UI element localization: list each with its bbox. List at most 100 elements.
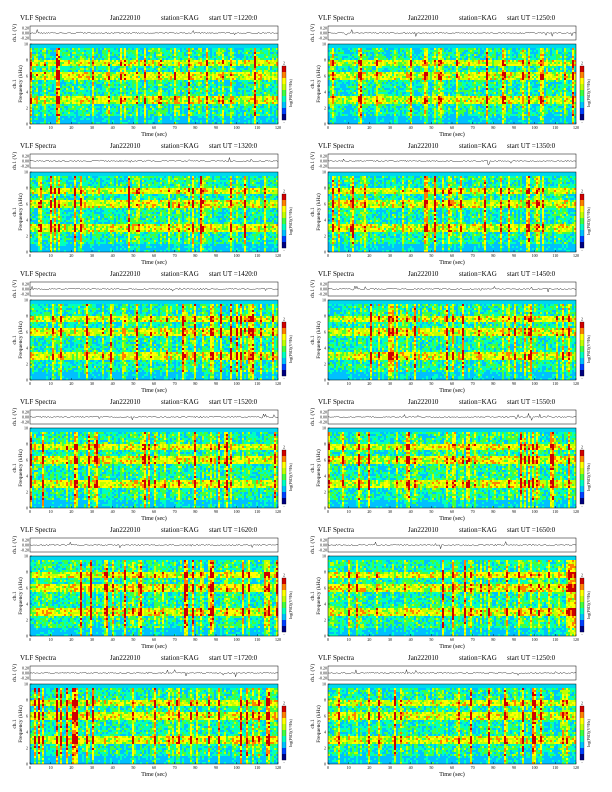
spectrogram-cell: [196, 110, 199, 113]
spectrogram-cell: [158, 60, 161, 63]
spectrogram-cell: [354, 48, 357, 51]
spectrogram-cell: [198, 74, 201, 77]
spectrogram-channel-label: ch.1: [12, 79, 18, 89]
spectrogram-cell: [182, 122, 185, 125]
spectrogram-cell: [168, 60, 171, 63]
spectrogram-cell: [122, 108, 125, 111]
spectrogram-cell: [270, 76, 273, 79]
spectrogram-cell: [156, 50, 159, 53]
spectrogram-cell: [216, 108, 219, 111]
spectrogram-cell: [154, 122, 157, 125]
spectrogram-cell: [36, 108, 39, 111]
spectrogram-cell: [48, 92, 51, 95]
spectrogram-cell: [144, 88, 147, 91]
colorbar-segment: [282, 84, 286, 91]
spectrogram-cell: [82, 76, 85, 79]
spectrogram-cell: [270, 100, 273, 103]
spectrogram-cell: [172, 70, 175, 73]
spectrogram-cell: [114, 116, 117, 119]
spectrogram-cell: [36, 96, 39, 99]
spectrogram-cell: [114, 66, 117, 69]
spectrogram-cell: [216, 84, 219, 87]
spectrogram-cell: [96, 116, 99, 119]
spectrogram-cell: [96, 78, 99, 81]
spectrogram-cell: [128, 116, 131, 119]
spectrogram-cell: [86, 120, 89, 123]
spectrogram-cell: [186, 58, 189, 61]
spectrogram-cell: [258, 88, 261, 91]
spectrogram-cell: [80, 50, 83, 53]
spectrogram-cell: [238, 120, 241, 123]
spectrogram-cell: [146, 98, 149, 101]
spectrogram-cell: [264, 102, 267, 105]
spectrogram-cell: [232, 92, 235, 95]
spectrogram-cell: [178, 66, 181, 69]
spectrogram-cell: [106, 82, 109, 85]
spectrogram-cell: [212, 78, 215, 81]
spectrogram-cell: [98, 80, 101, 83]
spectrogram-cell: [240, 92, 243, 95]
spectrogram-cell: [122, 56, 125, 59]
spectrogram-cell: [184, 50, 187, 53]
spectrogram-cell: [212, 96, 215, 99]
spectrogram-cell: [36, 58, 39, 61]
spectrogram-cell: [276, 92, 279, 95]
spectrogram-cell: [198, 62, 201, 65]
spectrogram-cell: [364, 50, 367, 53]
spectrogram-cell: [34, 106, 37, 109]
spectrogram-cell: [224, 48, 227, 51]
spectrogram-cell: [208, 90, 211, 93]
spectrogram-cell: [204, 50, 207, 53]
spectrogram-cell: [56, 60, 59, 63]
spectrogram-cell: [76, 66, 79, 69]
spectrogram-cell: [266, 50, 269, 53]
spectrogram-cell: [572, 48, 575, 51]
spectrogram-cell: [56, 52, 59, 55]
spectrogram-cell: [226, 60, 229, 63]
spectrogram-cell: [270, 78, 273, 81]
spectrogram-cell: [90, 56, 93, 59]
ytick-label: 10: [24, 41, 28, 46]
spectrogram-cell: [70, 110, 73, 113]
spectrogram-cell: [178, 60, 181, 63]
spectrogram-cell: [250, 96, 253, 99]
spectrogram-cell: [128, 60, 131, 63]
spectrogram-cell: [98, 48, 101, 51]
spectrogram-cell: [60, 102, 63, 105]
spectrogram-cell: [266, 48, 269, 51]
spectrogram-cell: [120, 64, 123, 67]
spectrogram-cell: [194, 94, 197, 97]
spectrogram-cell: [230, 102, 233, 105]
spectrogram-cell: [82, 104, 85, 107]
spectrogram-cell: [106, 116, 109, 119]
spectrogram-cell: [242, 102, 245, 105]
spectrogram-cell: [50, 112, 53, 115]
spectrogram-cell: [330, 50, 333, 53]
spectrogram-cell: [170, 78, 173, 81]
spectrogram-cell: [116, 120, 119, 123]
spectrogram-cell: [124, 68, 127, 71]
spectrogram-cell: [162, 122, 165, 125]
spectrogram-cell: [126, 58, 129, 61]
spectrogram-cell: [244, 114, 247, 117]
spectrogram-cell: [274, 64, 277, 67]
spectrogram-cell: [74, 86, 77, 89]
spectrogram-cell: [166, 94, 169, 97]
spectrogram-cell: [108, 74, 111, 77]
spectrogram-cell: [124, 104, 127, 107]
spectrogram-cell: [244, 82, 247, 85]
spectrogram-cell: [34, 96, 37, 99]
spectrogram-cell: [194, 92, 197, 95]
spectrogram-cell: [100, 88, 103, 91]
spectrogram-cell: [428, 50, 431, 53]
spectrogram-cell: [192, 118, 195, 121]
spectrogram-cell: [180, 100, 183, 103]
spectrogram-cell: [52, 84, 55, 87]
spectrogram-cell: [56, 104, 59, 107]
spectrogram-cell: [76, 120, 79, 123]
spectrogram-cell: [148, 64, 151, 67]
spectrogram-cell: [166, 86, 169, 89]
spectrogram-cell: [52, 110, 55, 113]
spectrogram-cell: [206, 104, 209, 107]
spectrogram-cell: [208, 92, 211, 95]
